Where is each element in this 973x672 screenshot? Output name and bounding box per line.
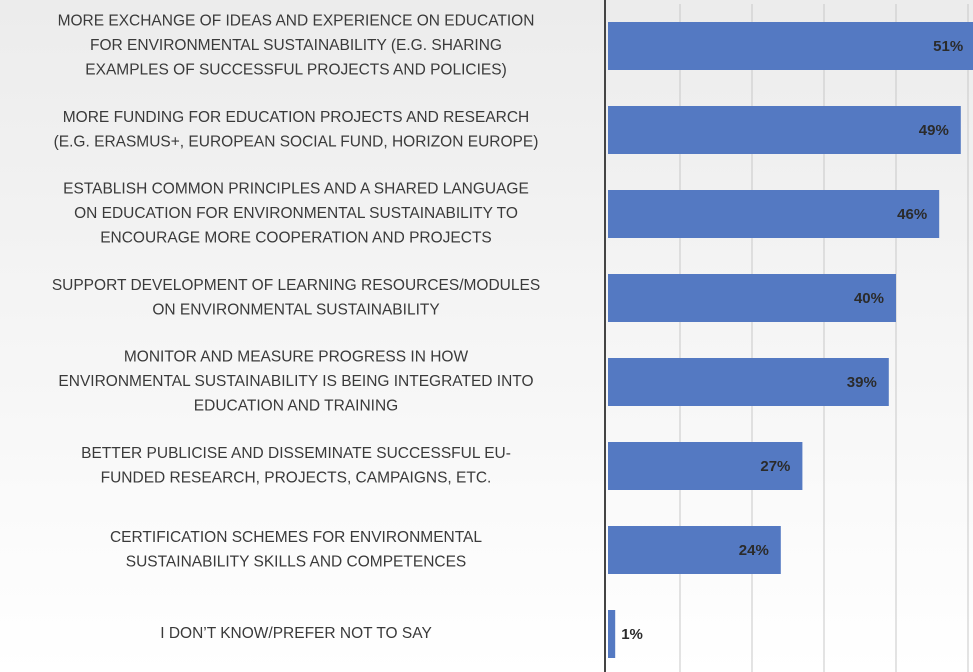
value-label: 24% — [739, 542, 769, 559]
value-label: 27% — [760, 458, 790, 475]
bar — [608, 610, 616, 658]
value-label: 39% — [847, 374, 877, 391]
value-label: 51% — [933, 38, 963, 55]
bar — [608, 274, 896, 322]
bar — [608, 22, 973, 70]
category-label: MORE FUNDING FOR EDUCATION PROJECTS AND … — [54, 109, 539, 151]
bar — [608, 190, 940, 238]
value-label: 1% — [621, 626, 643, 643]
category-label: MORE EXCHANGE OF IDEAS AND EXPERIENCE ON… — [58, 13, 535, 79]
category-label: MONITOR AND MEASURE PROGRESS IN HOW ENVIR… — [58, 349, 533, 415]
value-label: 46% — [897, 206, 927, 223]
category-label: ESTABLISH COMMON PRINCIPLES AND A SHARED… — [63, 181, 529, 247]
bar — [608, 526, 781, 574]
bar — [608, 442, 803, 490]
category-label: I DON’T KNOW/PREFER NOT TO SAY — [160, 625, 432, 642]
category-label: SUPPORT DEVELOPMENT OF LEARNING RESOURCE… — [52, 277, 540, 319]
category-label: CERTIFICATION SCHEMES FOR ENVIRONMENTAL S… — [110, 529, 482, 571]
category-label: BETTER PUBLICISE AND DISSEMINATE SUCCESS… — [81, 445, 511, 487]
value-label: 49% — [919, 122, 949, 139]
bar — [608, 358, 889, 406]
value-label: 40% — [854, 290, 884, 307]
bar — [608, 106, 961, 154]
